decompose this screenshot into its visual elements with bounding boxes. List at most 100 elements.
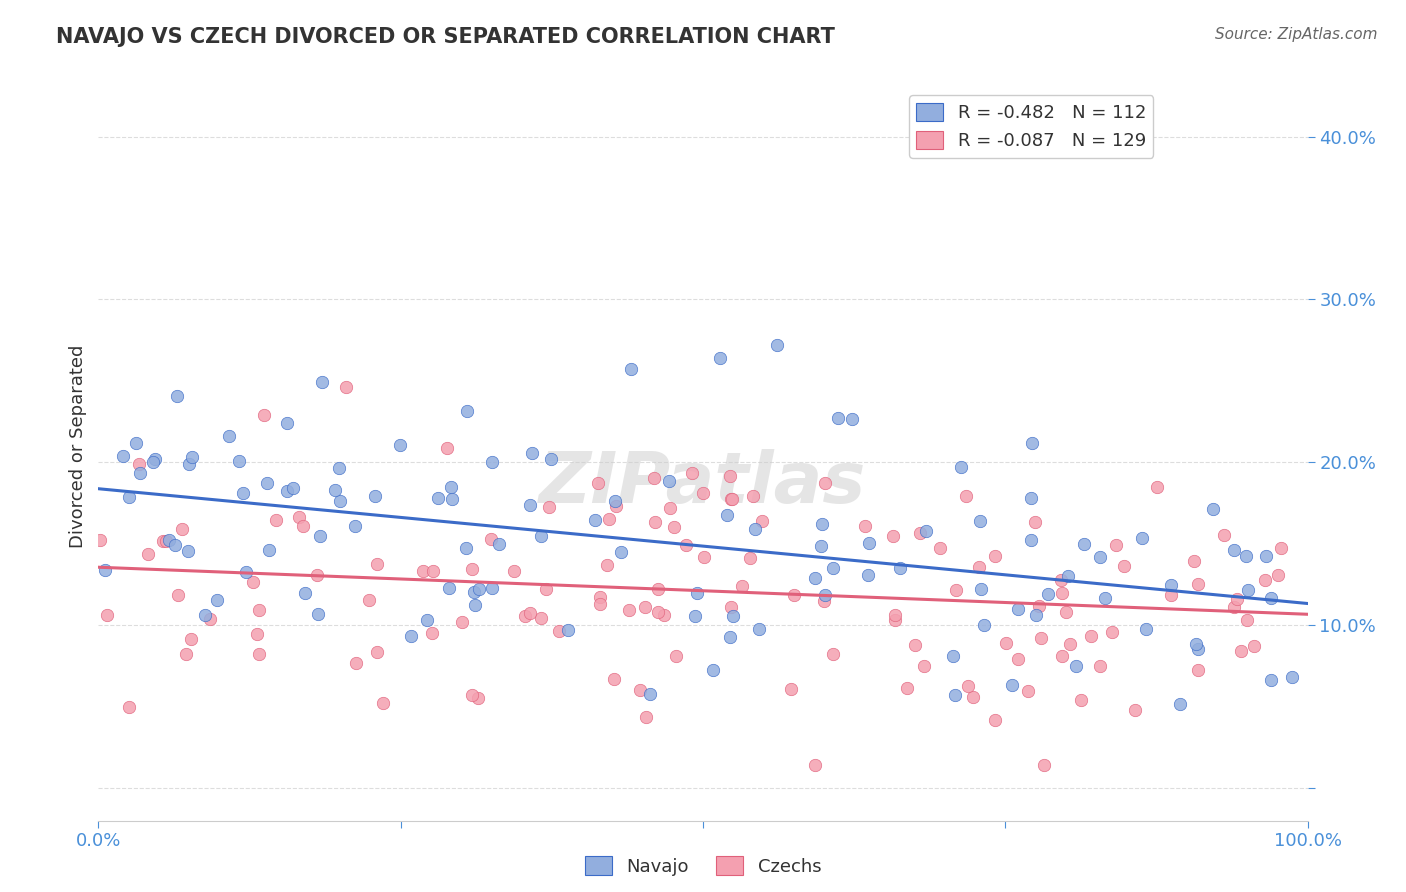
Navajo	[1064, 659, 1087, 673]
Czechs	[647, 605, 669, 619]
Czechs	[718, 468, 741, 483]
Navajo	[821, 561, 844, 575]
Czechs	[366, 644, 388, 658]
Navajo	[401, 629, 423, 643]
Navajo	[605, 494, 627, 508]
Czechs	[903, 638, 925, 652]
Navajo	[721, 609, 744, 624]
Czechs	[955, 489, 977, 503]
Czechs	[467, 691, 489, 706]
Navajo	[969, 515, 991, 529]
Czechs	[136, 547, 159, 561]
Czechs	[742, 489, 765, 503]
Czechs	[644, 515, 666, 529]
Czechs	[779, 681, 801, 696]
Navajo	[481, 581, 503, 595]
Czechs	[249, 647, 271, 661]
Czechs	[1236, 613, 1258, 627]
Czechs	[731, 579, 754, 593]
Czechs	[1184, 554, 1206, 568]
Czechs	[984, 713, 1007, 727]
Navajo	[437, 581, 460, 595]
Navajo	[889, 561, 911, 575]
Czechs	[530, 611, 553, 625]
Czechs	[1080, 629, 1102, 643]
Czechs	[436, 441, 458, 455]
Czechs	[823, 648, 845, 662]
Czechs	[1017, 683, 1039, 698]
Czechs	[242, 575, 264, 590]
Navajo	[810, 539, 832, 553]
Navajo	[638, 687, 661, 701]
Navajo	[325, 483, 347, 498]
Czechs	[983, 549, 1005, 563]
Navajo	[311, 375, 333, 389]
Czechs	[1187, 577, 1209, 591]
Czechs	[174, 647, 197, 661]
Navajo	[744, 522, 766, 536]
Czechs	[665, 648, 688, 663]
Czechs	[461, 688, 484, 702]
Czechs	[1146, 480, 1168, 494]
Navajo	[748, 622, 770, 636]
Navajo	[228, 453, 250, 467]
Czechs	[155, 534, 177, 549]
Czechs	[1050, 586, 1073, 600]
Czechs	[912, 658, 935, 673]
Navajo	[177, 544, 200, 558]
Czechs	[359, 593, 381, 607]
Navajo	[232, 485, 254, 500]
Navajo	[256, 475, 278, 490]
Navajo	[125, 436, 148, 450]
Czechs	[1088, 658, 1111, 673]
Navajo	[1090, 549, 1112, 564]
Navajo	[519, 498, 541, 512]
Navajo	[1185, 638, 1208, 652]
Czechs	[479, 532, 502, 546]
Navajo	[118, 491, 141, 505]
Czechs	[1050, 573, 1073, 587]
Navajo	[1202, 502, 1225, 516]
Navajo	[1237, 582, 1260, 597]
Czechs	[1187, 663, 1209, 677]
Navajo	[841, 411, 863, 425]
Navajo	[530, 529, 553, 543]
Czechs	[751, 514, 773, 528]
Czechs	[1059, 637, 1081, 651]
Czechs	[502, 564, 524, 578]
Czechs	[305, 568, 328, 582]
Czechs	[595, 558, 617, 572]
Navajo	[1019, 533, 1042, 548]
Navajo	[439, 480, 461, 494]
Navajo	[583, 512, 606, 526]
Czechs	[1070, 693, 1092, 707]
Navajo	[235, 565, 257, 579]
Czechs	[1226, 591, 1249, 606]
Navajo	[949, 459, 972, 474]
Czechs	[1243, 639, 1265, 653]
Czechs	[720, 491, 742, 506]
Navajo	[1223, 543, 1246, 558]
Czechs	[536, 582, 558, 596]
Czechs	[589, 597, 612, 611]
Navajo	[1057, 568, 1080, 582]
Navajo	[1007, 601, 1029, 615]
Navajo	[283, 481, 305, 495]
Navajo	[488, 537, 510, 551]
Czechs	[371, 696, 394, 710]
Navajo	[716, 508, 738, 523]
Czechs	[804, 758, 827, 772]
Czechs	[519, 606, 541, 620]
Navajo	[307, 607, 329, 621]
Czechs	[617, 603, 640, 617]
Czechs	[1267, 568, 1289, 582]
Czechs	[1223, 600, 1246, 615]
Navajo	[1170, 697, 1192, 711]
Czechs	[346, 657, 368, 671]
Czechs	[855, 519, 877, 533]
Navajo	[814, 588, 837, 602]
Czechs	[647, 582, 669, 596]
Navajo	[464, 599, 486, 613]
Navajo	[463, 584, 485, 599]
Navajo	[440, 491, 463, 506]
